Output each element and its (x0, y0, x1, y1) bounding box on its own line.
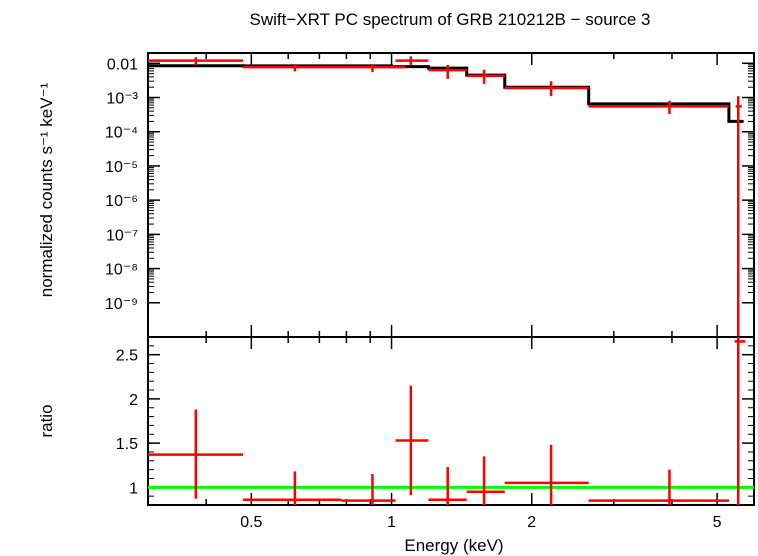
spectrum-panel: 0.01 10⁻³ 10⁻⁴ 10⁻⁵ 10⁻⁶ 10⁻⁷ 10⁻⁸ 10⁻⁹ (105, 52, 755, 338)
y-tick-label: 2.5 (116, 348, 138, 365)
ratio-data-point (148, 409, 244, 499)
x-tick-label: 5 (713, 514, 722, 531)
y-tick-label: 10⁻⁸ (105, 262, 138, 279)
bottom-y-axis-label: ratio (37, 404, 56, 437)
y-tick-label: 10⁻⁷ (106, 227, 138, 244)
ratio-data-point (504, 444, 589, 505)
y-tick-label: 10⁻⁵ (105, 159, 138, 176)
spectrum-frame (147, 52, 755, 338)
y-tick-label: 10⁻⁴ (105, 125, 138, 142)
y-tick-label: 1.5 (116, 436, 138, 453)
chart-title: Swift−XRT PC spectrum of GRB 210212B − s… (250, 10, 651, 29)
ratio-panel: 0.5 1 2 5 1 1.5 2 2.5 (116, 336, 755, 531)
x-tick-label: 2 (527, 514, 536, 531)
y-tick-label: 1 (129, 480, 138, 497)
spectrum-data-point (504, 81, 589, 97)
x-tick-label: 1 (387, 514, 396, 531)
top-y-axis-label: normalized counts s⁻¹ keV⁻¹ (37, 82, 56, 297)
ratio-data-point (734, 337, 746, 505)
spectrum-data-point (428, 64, 467, 79)
y-tick-label: 10⁻³ (106, 91, 138, 108)
y-tick-label: 10⁻⁶ (105, 193, 138, 210)
spectrum-data-point (735, 96, 742, 337)
x-tick-label: 0.5 (240, 514, 262, 531)
ratio-data-point (588, 469, 729, 505)
ratio-data-point (341, 474, 396, 505)
ratio-data-point (243, 471, 342, 505)
ratio-data-point (428, 466, 467, 505)
spectrum-data-point (395, 56, 429, 65)
ratio-frame (147, 336, 755, 506)
y-tick-label: 10⁻⁹ (105, 296, 138, 313)
spectrum-data-point (466, 69, 505, 84)
x-axis-label: Energy (keV) (404, 536, 503, 555)
y-tick-label: 0.01 (107, 56, 138, 73)
spectrum-data-point (243, 64, 371, 72)
spectrum-data-point (588, 100, 729, 114)
ratio-data-point (395, 385, 429, 496)
model-curve (148, 64, 744, 123)
y-tick-label: 2 (129, 392, 138, 409)
spectrum-data-point (370, 64, 406, 73)
ratio-data-point (466, 456, 505, 505)
spectrum-data-point (148, 57, 244, 65)
